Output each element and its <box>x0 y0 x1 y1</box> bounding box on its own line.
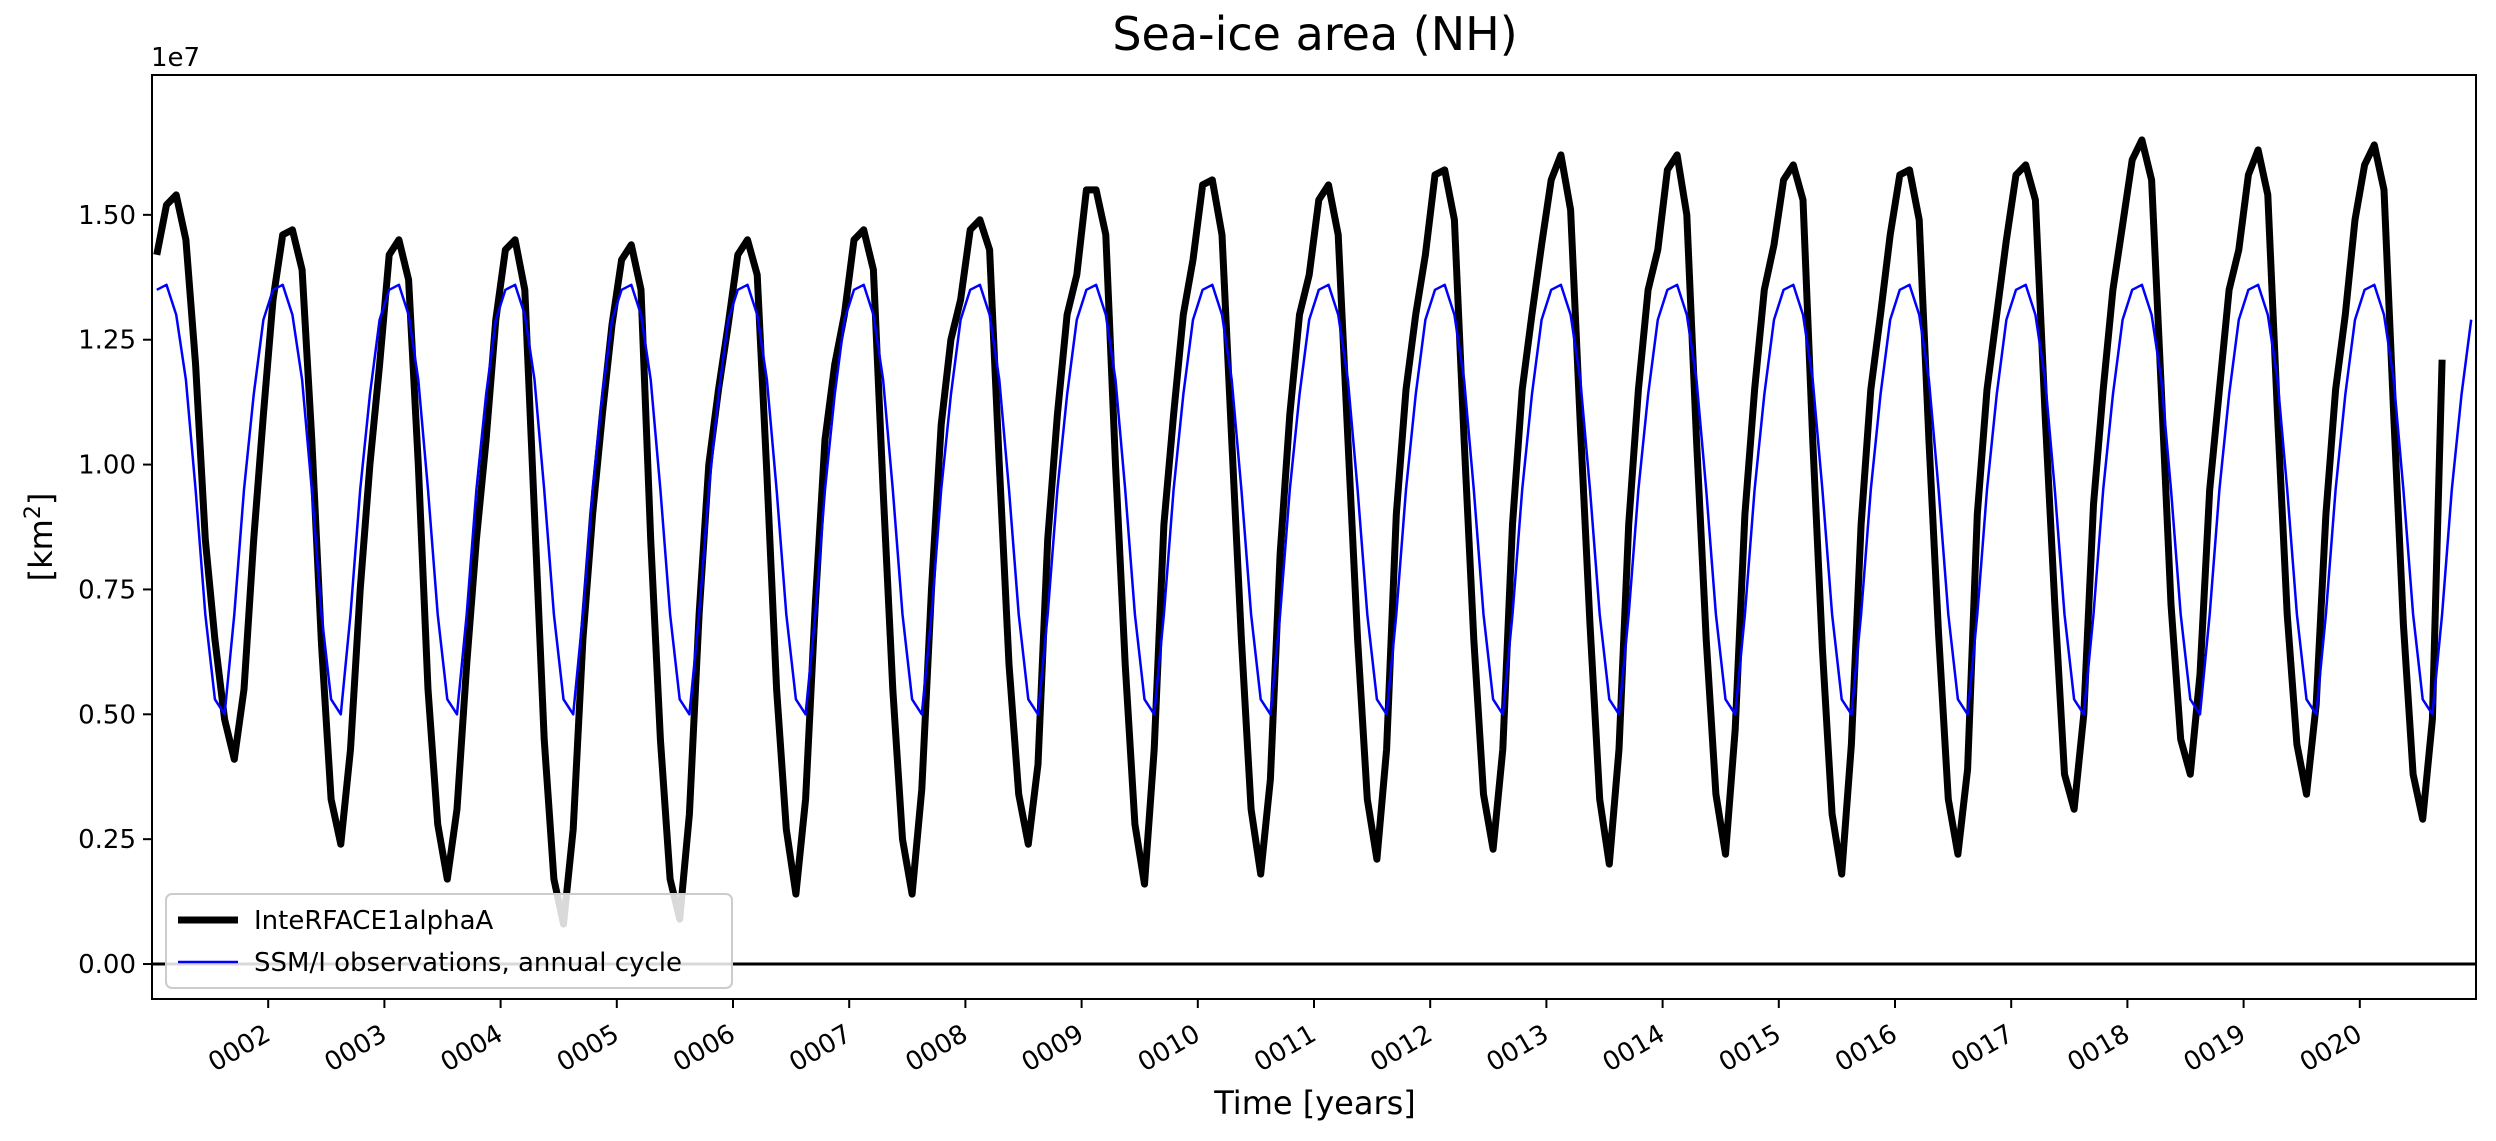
y-offset-base: 1e <box>151 43 184 73</box>
y-tick-label: 0.00 <box>78 950 136 980</box>
y-axis-label-base: [km <box>22 519 60 581</box>
y-axis-label: [km2] <box>21 493 60 582</box>
legend-box <box>165 893 733 989</box>
y-axis-ticks: 0.00 0.25 0.50 0.75 1.00 1.25 1.50 <box>78 201 152 980</box>
y-tick-label: 0.75 <box>78 575 136 605</box>
y-tick-label: 0.25 <box>78 825 136 855</box>
y-tick-label: 1.50 <box>78 201 136 231</box>
y-axis-label-end: ] <box>22 493 60 505</box>
chart-title: Sea-ice area (NH) <box>1112 7 1517 61</box>
series-line-2 <box>156 283 2473 716</box>
y-tick-label: 1.25 <box>78 326 136 356</box>
legend-label-2: SSM/I observations, annual cycle <box>254 948 682 978</box>
y-offset-label: 1e7 <box>151 43 200 73</box>
series-line-1 <box>153 136 2446 928</box>
x-axis-label: Time [years] <box>1213 1084 1416 1122</box>
legend-label-1: InteRFACE1alphaA <box>254 906 493 936</box>
series-layer <box>153 136 2473 928</box>
y-offset-exponent: 7 <box>184 43 201 73</box>
y-tick-label: 1.00 <box>78 451 136 481</box>
y-axis-label-superscript: 2 <box>21 505 46 519</box>
y-tick-label: 0.50 <box>78 700 136 730</box>
legend: InteRFACE1alphaA SSM/I observations, annu… <box>165 893 733 989</box>
